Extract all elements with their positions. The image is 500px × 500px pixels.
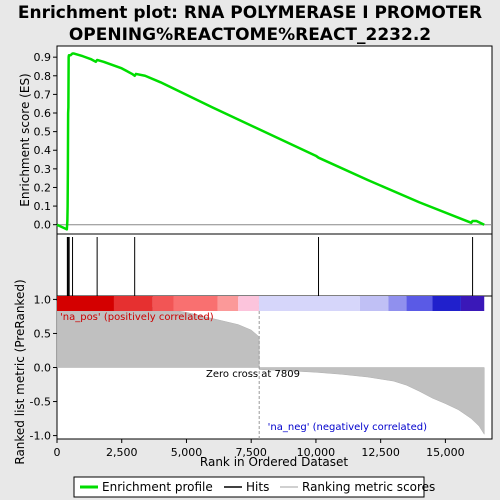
color-bar-segment-6 — [258, 296, 360, 311]
legend-label-enrichment-profile: Enrichment profile — [102, 480, 213, 494]
legend-item-hits: Hits — [224, 480, 269, 494]
hits-panel — [56, 233, 493, 297]
rank-y-tick-label-4: 1.0 — [34, 293, 52, 306]
color-bar-segment-3 — [173, 296, 218, 311]
enrichment-profile — [56, 52, 492, 231]
es-y-tick-label-4: 0.4 — [34, 144, 52, 157]
es-y-tick-label-2: 0.2 — [34, 181, 52, 194]
y-axis-label-es: Enrichment score (ES) — [18, 73, 32, 206]
chart-title-line-2: OPENING%REACTOME%REACT_2232.2 — [69, 25, 431, 45]
color-bar-segment-11 — [460, 296, 485, 311]
x-tick-label-6: 15,000 — [426, 446, 465, 459]
enrichment-profile-line — [56, 52, 485, 231]
color-bar-segment-0 — [57, 296, 114, 311]
chart-title-line-1: Enrichment plot: RNA POLYMERASE I PROMOT… — [18, 3, 482, 23]
es-y-tick-label-7: 0.7 — [34, 88, 52, 101]
rank-y-tick-label-1: -0.5 — [30, 396, 51, 409]
positive-correlation-label: 'na_pos' (positively correlated) — [60, 312, 214, 323]
negative-correlation-label: 'na_neg' (negatively correlated) — [268, 422, 427, 433]
x-tick-label-1: 2,500 — [106, 446, 138, 459]
color-bar-segment-5 — [238, 296, 259, 311]
x-tick-label-5: 12,500 — [361, 446, 400, 459]
es-y-tick-label-0: 0.0 — [34, 219, 52, 232]
axes: 0.0 0.1 0.2 0.3 0.4 0.5 0.6 0.7 0.8 0.9 -1.0 -0.5 0.… — [30, 51, 465, 459]
rank-y-tick-label-3: 0.5 — [34, 327, 52, 340]
rank-y-tick-label-0: -1.0 — [30, 430, 51, 443]
legend-item-ranking-metric-scores: Ranking metric scores — [280, 480, 435, 494]
color-bar-segment-8 — [388, 296, 407, 311]
rank-y-tick-label-2: 0.0 — [34, 362, 52, 375]
es-y-tick-label-5: 0.5 — [34, 126, 52, 139]
legend-label-ranking-metric-scores: Ranking metric scores — [302, 480, 435, 494]
es-y-tick-label-8: 0.8 — [34, 70, 52, 83]
color-bar-segment-7 — [359, 296, 389, 311]
x-tick-label-2: 5,000 — [171, 446, 203, 459]
y-axis-label-ranking: Ranked list metric (PreRanked) — [13, 279, 27, 464]
es-y-tick-label-1: 0.1 — [34, 200, 52, 213]
color-bar-segment-4 — [217, 296, 239, 311]
es-y-tick-label-9: 0.9 — [34, 51, 52, 64]
x-tick-label-4: 10,000 — [297, 446, 336, 459]
zero-cross-label: Zero cross at 7809 — [206, 369, 300, 380]
legend-item-enrichment-profile: Enrichment profile — [80, 480, 213, 494]
x-axis-label: Rank in Ordered Dataset — [200, 455, 348, 469]
color-bar-segment-9 — [406, 296, 433, 311]
hit-markers — [66, 237, 474, 296]
color-bar-segment-10 — [432, 296, 461, 311]
color-bar-segment-2 — [152, 296, 174, 311]
color-bar-segment-1 — [113, 296, 153, 311]
es-y-tick-label-3: 0.3 — [34, 163, 52, 176]
ranking-color-bar — [57, 296, 485, 311]
x-tick-label-0: 0 — [54, 446, 61, 459]
es-y-tick-label-6: 0.6 — [34, 107, 52, 120]
legend-box — [73, 476, 425, 498]
legend-label-hits: Hits — [246, 480, 269, 494]
x-tick-label-3: 7,500 — [235, 446, 267, 459]
